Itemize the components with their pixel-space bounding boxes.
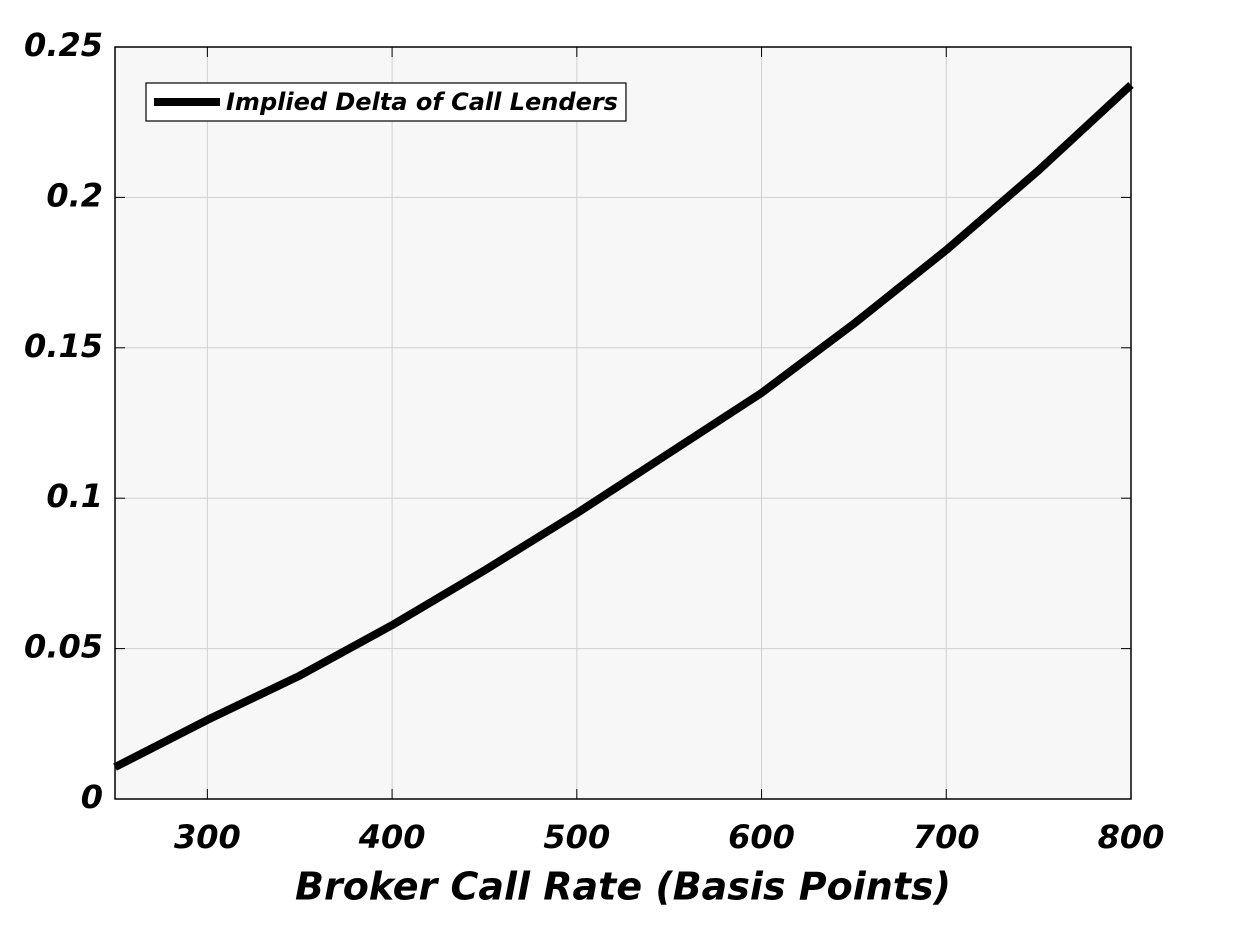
plot-area — [115, 47, 1131, 799]
y-tick-label: 0.1 — [46, 477, 103, 515]
plot-frame — [114, 46, 1132, 800]
x-tick-label: 800 — [1098, 818, 1165, 856]
x-tick-label: 300 — [174, 818, 241, 856]
data-line — [113, 81, 1134, 771]
y-tick-label: 0 — [81, 778, 103, 816]
y-tick-label: 0.25 — [24, 26, 103, 64]
y-tick-label: 0.15 — [24, 327, 103, 365]
x-tick-label: 700 — [913, 818, 980, 856]
y-tick-label: 0.05 — [24, 628, 103, 666]
legend: Implied Delta of Call Lenders — [145, 82, 627, 122]
legend-box — [145, 82, 627, 122]
x-tick-label: 600 — [728, 818, 795, 856]
x-axis-label: Broker Call Rate (Basis Points) — [295, 865, 951, 909]
y-tick-label: 0.2 — [46, 176, 103, 214]
x-tick-label: 500 — [543, 818, 610, 856]
x-tick-label: 400 — [358, 818, 426, 856]
legend-label: Implied Delta of Call Lenders — [226, 88, 618, 116]
